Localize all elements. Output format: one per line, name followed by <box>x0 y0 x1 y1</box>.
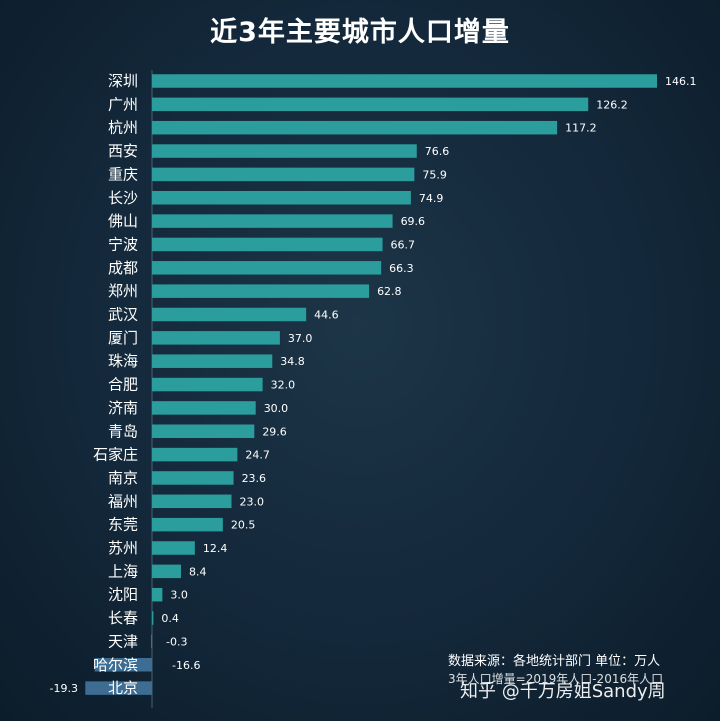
category-label: 沈阳 <box>108 586 138 604</box>
category-label: 厦门 <box>108 329 138 347</box>
value-label: -16.6 <box>172 659 200 672</box>
value-label: 75.9 <box>422 168 447 181</box>
category-label: 苏州 <box>108 539 138 557</box>
value-label: 69.6 <box>401 215 426 228</box>
bar-苏州 <box>152 541 195 555</box>
value-label: 3.0 <box>170 589 188 602</box>
category-label: 重庆 <box>108 165 138 183</box>
value-label: 117.2 <box>565 122 597 135</box>
bar-佛山 <box>152 214 393 228</box>
value-label: 24.7 <box>245 449 270 462</box>
bar-青岛 <box>152 424 255 438</box>
category-label: 济南 <box>108 399 138 417</box>
watermark: 知乎 @千万房姐Sandy周 <box>460 681 666 702</box>
value-label: 66.3 <box>389 262 414 275</box>
bar-成都 <box>152 261 382 275</box>
chart-title: 近3年主要城市人口增量 <box>210 17 510 48</box>
category-label: 北京 <box>108 679 138 697</box>
category-label: 东莞 <box>108 516 138 534</box>
value-label: 12.4 <box>203 542 228 555</box>
value-label: 146.1 <box>665 75 697 88</box>
category-label: 武汉 <box>108 306 138 324</box>
value-label: 76.6 <box>425 145 450 158</box>
category-label: 郑州 <box>108 282 138 300</box>
category-label: 佛山 <box>108 212 138 230</box>
bar-沈阳 <box>152 587 163 602</box>
category-label: 福州 <box>108 492 138 510</box>
bar-重庆 <box>152 167 415 182</box>
bar-福州 <box>152 494 232 509</box>
category-label: 深圳 <box>108 72 138 90</box>
value-label: 62.8 <box>377 285 402 298</box>
bar-厦门 <box>152 331 280 345</box>
bar-郑州 <box>152 284 370 298</box>
value-label: 37.0 <box>288 332 313 345</box>
value-label: 8.4 <box>189 565 207 578</box>
value-label: 32.0 <box>271 379 296 392</box>
value-label: 20.5 <box>231 519 256 532</box>
value-label: 74.9 <box>419 192 444 205</box>
category-label: 南京 <box>108 469 138 487</box>
category-label: 哈尔滨 <box>93 656 138 674</box>
value-label: -19.3 <box>50 682 78 695</box>
value-label: 29.6 <box>262 425 287 438</box>
bar-深圳 <box>152 74 657 88</box>
value-label: 30.0 <box>264 402 289 415</box>
bar-武汉 <box>152 307 307 322</box>
category-label: 珠海 <box>108 352 138 370</box>
value-label: 44.6 <box>314 309 339 322</box>
bar-济南 <box>152 401 256 415</box>
bar-哈尔滨 <box>94 658 152 672</box>
source-note: 数据来源：各地统计部门 单位：万人 <box>448 654 661 669</box>
value-label: 23.0 <box>240 495 265 508</box>
category-label: 天津 <box>108 632 138 650</box>
bar-西安 <box>152 144 417 158</box>
bar-宁波 <box>152 237 383 252</box>
bar-天津 <box>150 634 152 649</box>
category-label: 长沙 <box>108 189 138 207</box>
bar-东莞 <box>152 517 223 532</box>
value-label: 23.6 <box>242 472 267 485</box>
category-label: 成都 <box>108 259 138 277</box>
bar-珠海 <box>152 354 273 368</box>
bar-合肥 <box>152 377 263 392</box>
bar-北京 <box>85 681 152 695</box>
bar-南京 <box>152 471 234 485</box>
formula-note: 3年人口增量=2019年人口-2016年人口 <box>448 672 664 686</box>
category-label: 石家庄 <box>93 446 138 464</box>
category-label: 上海 <box>108 562 138 580</box>
category-label: 宁波 <box>108 235 138 253</box>
value-label: -0.3 <box>166 635 187 648</box>
category-label: 青岛 <box>108 422 138 440</box>
category-label: 西安 <box>108 142 138 160</box>
category-label: 合肥 <box>108 376 138 394</box>
value-label: 0.4 <box>161 612 179 625</box>
value-label: 34.8 <box>280 355 305 368</box>
bar-长春 <box>152 611 154 625</box>
category-label: 杭州 <box>108 119 138 137</box>
bar-杭州 <box>152 120 558 135</box>
bar-石家庄 <box>152 447 238 462</box>
bar-广州 <box>152 97 589 112</box>
bar-上海 <box>152 564 182 579</box>
category-label: 广州 <box>108 95 138 113</box>
value-label: 126.2 <box>596 98 628 111</box>
category-label: 长春 <box>108 609 138 627</box>
bar-长沙 <box>152 191 411 205</box>
value-label: 66.7 <box>391 238 416 251</box>
